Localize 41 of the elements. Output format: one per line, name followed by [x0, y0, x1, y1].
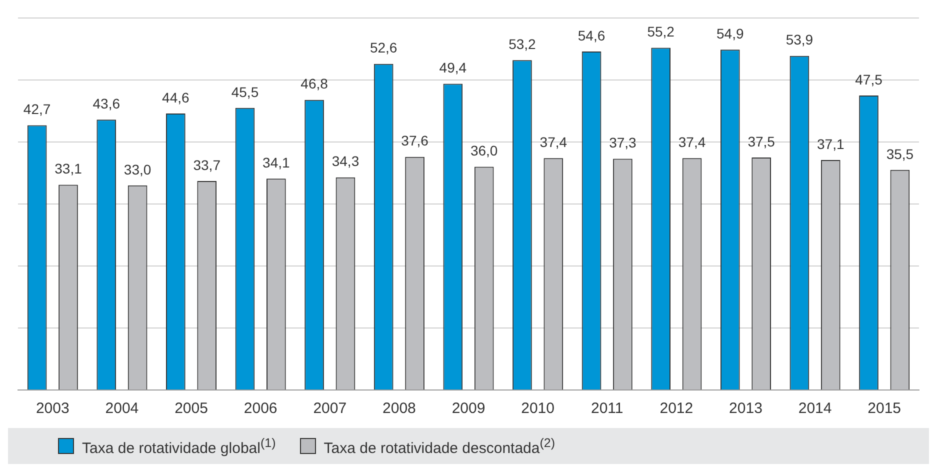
legend-label: Taxa de rotatividade descontada$^{(2)}$ — [324, 436, 556, 456]
x-tick-label: 2011 — [590, 400, 624, 418]
x-tick-label: 2010 — [521, 400, 554, 418]
data-label: 49,4 — [439, 60, 467, 76]
data-label: 55,2 — [647, 24, 675, 40]
data-label: 46,8 — [300, 76, 328, 92]
data-label: 44,6 — [162, 89, 190, 106]
data-label: 37,3 — [609, 134, 637, 151]
x-tick-label: 2005 — [174, 400, 208, 418]
data-label: 34,3 — [332, 153, 360, 170]
x-tick-label: 2006 — [244, 400, 278, 418]
data-label: 33,0 — [124, 161, 152, 178]
data-label: 33,1 — [54, 160, 82, 177]
data-label: 35,5 — [886, 146, 914, 162]
x-tick-label: 2015 — [868, 400, 902, 418]
data-label: 42,7 — [23, 101, 51, 118]
data-label: 43,6 — [92, 96, 120, 112]
x-tick-label: 2003 — [36, 400, 70, 418]
legend-label: Taxa de rotatividade global$^{(1)}$ — [82, 436, 276, 456]
data-label: 47,5 — [855, 71, 883, 88]
x-tick-label: 2013 — [729, 400, 762, 418]
x-tick-label: 2014 — [798, 400, 832, 418]
data-label: 34,1 — [262, 154, 290, 170]
data-label: 37,1 — [817, 136, 844, 152]
data-label: 54,9 — [716, 25, 744, 42]
data-label: 37,5 — [748, 133, 776, 150]
data-label: 52,6 — [370, 40, 398, 56]
data-label: 37,4 — [678, 134, 706, 150]
x-tick-label: 2009 — [452, 400, 486, 418]
x-tick-label: 2012 — [660, 400, 694, 418]
data-label: 37,4 — [540, 134, 568, 150]
data-label: 33,7 — [193, 156, 221, 173]
data-label: 53,2 — [508, 36, 536, 52]
x-tick-label: 2008 — [382, 400, 416, 418]
data-label: 36,0 — [470, 142, 498, 159]
data-label: 37,6 — [401, 132, 429, 149]
data-label: 53,9 — [786, 32, 814, 48]
data-label: 45,5 — [231, 84, 259, 100]
data-label: 54,6 — [578, 27, 606, 44]
x-tick-label: 2007 — [313, 400, 347, 418]
x-tick-label: 2004 — [105, 400, 139, 418]
